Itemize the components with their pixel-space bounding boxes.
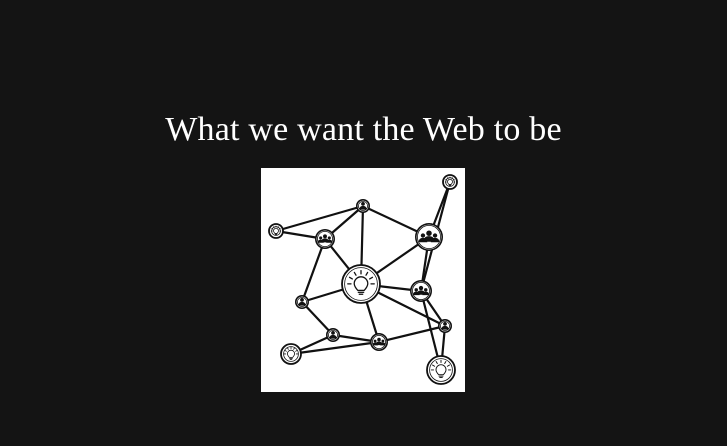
network-node-group-icon xyxy=(315,229,335,249)
network-node-lightbulb-icon xyxy=(442,174,458,190)
network-edge xyxy=(274,204,365,233)
network-edge xyxy=(377,324,447,344)
network-node-group-icon xyxy=(410,280,432,302)
network-nodes xyxy=(268,174,458,385)
network-node-person-icon xyxy=(326,328,340,342)
network-edge xyxy=(289,340,381,356)
network-node-person-icon xyxy=(295,295,309,309)
network-node-person-icon xyxy=(438,319,452,333)
network-node-group-icon xyxy=(415,223,443,251)
network-node-lightbulb-icon xyxy=(268,223,284,239)
network-node-lightbulb-icon xyxy=(426,355,456,385)
network-diagram xyxy=(268,174,458,385)
network-node-lightbulb-icon xyxy=(341,264,381,304)
network-node-group-icon xyxy=(370,333,388,351)
network-edge xyxy=(300,300,335,337)
network-diagram-image xyxy=(261,168,465,392)
slide-title: What we want the Web to be xyxy=(165,111,562,148)
network-node-lightbulb-icon xyxy=(280,343,302,365)
network-node-person-icon xyxy=(356,199,370,213)
network-edge xyxy=(300,237,327,304)
